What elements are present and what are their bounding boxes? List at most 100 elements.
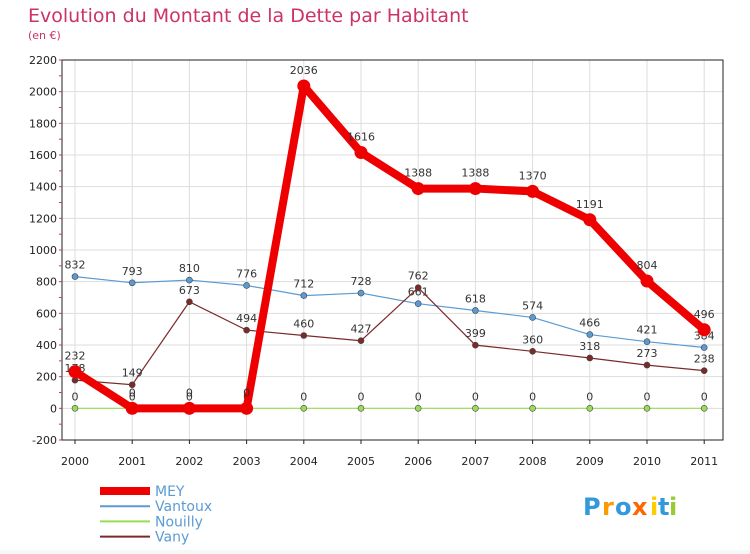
data-point-vany (357, 337, 365, 345)
x-tick-label: 2009 (576, 455, 604, 468)
data-point-vantoux (186, 276, 193, 284)
logo-letter: o (615, 493, 632, 521)
data-label-nouilly: 0 (701, 390, 708, 403)
data-point-vany (586, 354, 594, 362)
y-tick-label: 1600 (29, 149, 57, 162)
data-label-vantoux: 776 (236, 267, 257, 280)
data-label-mey: 804 (637, 259, 658, 272)
data-point-vantoux (529, 314, 536, 321)
data-point-mey (182, 401, 196, 415)
data-point-vany (243, 326, 250, 334)
data-point-nouilly (643, 405, 651, 412)
data-label-vantoux: 618 (465, 292, 486, 305)
legend-label-vantoux: Vantoux (155, 499, 212, 515)
data-point-nouilly (357, 405, 365, 412)
data-point-mey (583, 213, 597, 227)
data-label-vantoux: 574 (522, 299, 543, 312)
data-label-mey: 1388 (461, 167, 489, 180)
data-point-nouilly (300, 405, 308, 412)
x-tick-label: 2005 (347, 455, 375, 468)
x-tick-label: 2003 (233, 455, 261, 468)
data-point-vantoux (243, 282, 250, 289)
data-label-mey: 1388 (404, 167, 432, 180)
data-point-mey (411, 182, 425, 196)
y-tick-label: 2200 (29, 54, 57, 67)
data-point-vany (128, 381, 136, 389)
data-label-nouilly: 0 (644, 390, 651, 403)
data-point-vany (529, 348, 536, 355)
data-point-mey (240, 401, 254, 415)
logo-letter: i (650, 493, 658, 521)
data-label-vany: 360 (522, 333, 543, 346)
data-point-vantoux (700, 344, 708, 351)
data-point-vantoux (300, 292, 308, 299)
data-label-nouilly: 0 (529, 390, 536, 403)
data-point-vany (700, 367, 708, 374)
data-point-vany (472, 341, 479, 349)
logo-letter: P (583, 493, 601, 521)
data-label-vantoux: 728 (351, 275, 372, 288)
data-point-mey (468, 182, 482, 196)
data-label-vantoux: 832 (65, 259, 86, 272)
plot-area: -200020040060080010001200140016001800200… (29, 54, 724, 468)
x-tick-label: 2001 (118, 455, 146, 468)
y-tick-label: 0 (50, 402, 57, 415)
data-label-vany: 273 (637, 347, 658, 360)
logo-letter: x (632, 493, 648, 521)
data-point-vantoux (472, 307, 479, 314)
data-label-vantoux: 661 (408, 286, 429, 299)
data-label-vany: 673 (179, 284, 200, 297)
data-point-vantoux (128, 279, 136, 287)
y-tick-label: 600 (36, 307, 57, 320)
x-tick-label: 2008 (519, 455, 547, 468)
data-label-vany: 460 (293, 318, 314, 331)
data-point-vany (643, 361, 651, 369)
data-label-mey: 1370 (519, 169, 547, 182)
data-label-nouilly: 0 (415, 390, 422, 403)
y-tick-label: 1200 (29, 212, 57, 225)
data-label-mey: 0 (186, 386, 193, 399)
data-point-mey (125, 401, 139, 415)
data-label-vantoux: 421 (637, 324, 658, 337)
data-label-nouilly: 0 (300, 390, 307, 403)
data-label-vany: 149 (122, 367, 143, 380)
data-point-mey (68, 365, 82, 379)
y-tick-label: 1400 (29, 181, 57, 194)
data-label-mey: 0 (129, 386, 136, 399)
data-label-vany: 318 (579, 340, 600, 353)
x-tick-label: 2007 (461, 455, 489, 468)
y-tick-label: 800 (36, 276, 57, 289)
series-line-mey (71, 81, 709, 413)
data-label-mey: 232 (65, 350, 86, 363)
x-tick-label: 2000 (61, 455, 89, 468)
data-label-nouilly: 0 (586, 390, 593, 403)
data-label-vantoux: 712 (293, 278, 314, 291)
x-tick-label: 2006 (404, 455, 432, 468)
data-label-vany: 494 (236, 312, 257, 325)
logo-letter: i (669, 493, 677, 521)
legend-label-vany: Vany (155, 530, 189, 546)
series-line-vantoux (74, 276, 705, 349)
data-label-nouilly: 0 (186, 390, 193, 403)
data-point-mey (640, 274, 654, 288)
data-point-vantoux (71, 273, 79, 280)
y-tick-label: 1800 (29, 117, 57, 130)
y-tick-label: 400 (36, 339, 57, 352)
x-tick-label: 2004 (290, 455, 318, 468)
data-point-nouilly (472, 405, 479, 412)
y-tick-label: 2000 (29, 86, 57, 99)
chart-subtitle: (en €) (28, 29, 61, 42)
y-tick-label: -200 (32, 434, 57, 447)
data-point-vantoux (357, 289, 365, 297)
data-point-nouilly (586, 405, 594, 412)
x-tick-label: 2002 (175, 455, 203, 468)
y-tick-label: 1000 (29, 244, 57, 257)
data-label-mey: 2036 (290, 64, 318, 77)
data-point-vany (186, 298, 193, 306)
data-point-vantoux (586, 331, 594, 338)
data-point-nouilly (529, 405, 536, 412)
data-point-vany (414, 284, 422, 291)
